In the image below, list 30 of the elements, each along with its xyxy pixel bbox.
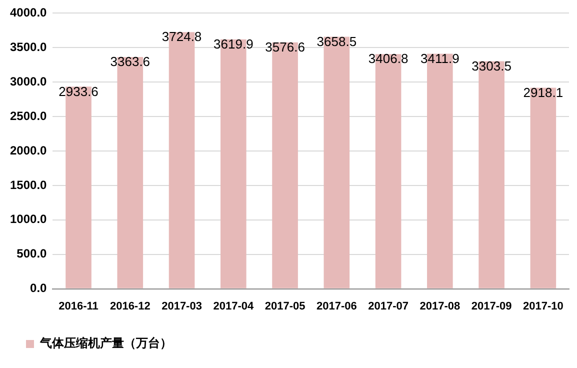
y-tick-label: 1500.0 (10, 178, 48, 192)
legend-label: 气体压缩机产量（万台） (39, 336, 172, 350)
x-tick-label: 2017-06 (316, 300, 357, 312)
data-label: 2918.1 (523, 84, 564, 100)
data-label: 3363.6 (110, 54, 150, 70)
x-tick-label: 2017-04 (213, 300, 254, 312)
x-tick-label: 2017-07 (368, 300, 408, 312)
data-label: 3619.9 (214, 36, 254, 52)
data-label: 3303.5 (472, 58, 512, 74)
data-label: 3411.9 (420, 50, 460, 66)
y-tick-label: 3000.0 (10, 74, 48, 88)
data-label: 3658.5 (316, 34, 357, 49)
y-tick-label: 2000.0 (10, 143, 48, 158)
y-tick-label: 4000.0 (10, 6, 48, 20)
x-tick-label: 2016-12 (110, 300, 150, 312)
data-label: 3576.6 (265, 39, 305, 54)
x-tick-label: 2017-10 (523, 300, 564, 312)
data-label: 3724.8 (162, 29, 202, 44)
data-label: 3406.8 (368, 51, 408, 66)
x-tick-label: 2017-03 (162, 300, 202, 312)
y-tick-label: 3500.0 (10, 40, 48, 54)
y-tick-label: 500.0 (16, 246, 48, 261)
y-tick-label: 1000.0 (10, 212, 48, 226)
data-label: 2933.6 (58, 84, 98, 99)
x-tick-label: 2017-09 (471, 300, 512, 312)
x-tick-label: 2016-11 (58, 300, 98, 312)
y-tick-label: 0.0 (30, 281, 48, 296)
y-tick-label: 2500.0 (10, 108, 48, 123)
x-tick-label: 2017-05 (264, 300, 306, 312)
x-tick-label: 2017-08 (420, 300, 460, 312)
